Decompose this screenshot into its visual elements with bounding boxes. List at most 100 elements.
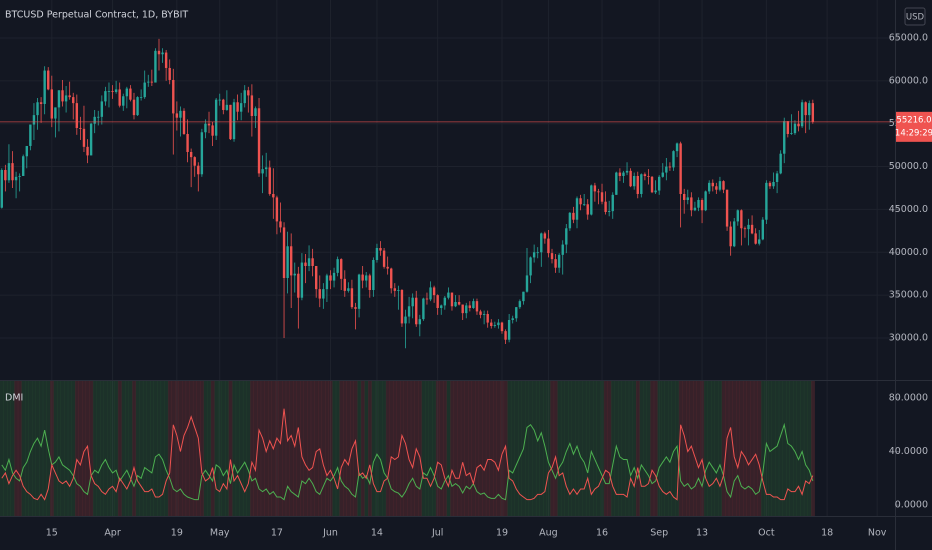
dmi-background-cell: [32, 381, 37, 516]
candle-body: [297, 273, 300, 298]
dmi-background-cell: [714, 381, 719, 516]
dmi-background-cell: [264, 381, 269, 516]
candle-body: [204, 123, 207, 133]
dmi-background-cell: [21, 381, 26, 516]
candle-body: [629, 170, 632, 187]
y-tick-label: 50000.0: [889, 161, 928, 172]
x-tick-label: Sep: [650, 528, 668, 539]
candle-body: [375, 247, 379, 260]
candle-body: [697, 199, 700, 208]
y-tick-label: 80.0000: [889, 392, 928, 403]
candle-body: [172, 79, 175, 114]
candle-body: [200, 132, 204, 175]
candle-body: [693, 207, 697, 211]
candle-body: [0, 169, 3, 208]
candle-body: [425, 298, 429, 300]
dmi-background-cell: [3, 381, 8, 516]
candle-body: [704, 191, 707, 211]
dmi-background-cell: [221, 381, 226, 516]
candle-body: [590, 185, 593, 215]
candle-body: [750, 224, 754, 234]
candle-body: [275, 197, 279, 222]
y-tick-label: 40000.0: [889, 247, 928, 258]
dmi-background-cell: [721, 381, 726, 516]
dmi-background-cell: [668, 381, 672, 516]
candle-body: [207, 123, 211, 126]
dmi-background-cell: [807, 381, 812, 516]
dmi-background-cell: [82, 381, 87, 516]
candle-body: [768, 182, 772, 187]
candle-body: [622, 172, 625, 176]
candle-body: [554, 259, 557, 268]
dmi-background-cell: [593, 381, 597, 516]
candle-body: [57, 90, 61, 108]
candle-body: [186, 133, 189, 152]
dmi-background-cell: [603, 381, 608, 516]
candle-body: [536, 252, 539, 254]
dmi-background-cell: [578, 381, 583, 516]
dmi-background-cell: [657, 381, 662, 516]
candle-body: [225, 104, 229, 110]
dmi-background-cell: [368, 381, 372, 516]
candle-body: [143, 82, 146, 98]
dmi-background-cell: [178, 381, 183, 516]
x-tick-label: 19: [171, 528, 183, 539]
candle-body: [22, 156, 25, 176]
x-tick-label: 15: [46, 528, 58, 539]
candle-body: [586, 204, 589, 215]
candle-body: [214, 99, 218, 136]
dmi-background-cell: [550, 381, 555, 516]
x-tick-label: 13: [696, 528, 708, 539]
dmi-background-cell: [242, 381, 247, 516]
candle-body: [743, 228, 747, 230]
dmi-background-cell: [743, 381, 748, 516]
candle-body: [261, 169, 264, 174]
candle-body: [29, 124, 32, 146]
dmi-background-cell: [246, 381, 251, 516]
candle-body: [104, 91, 107, 102]
dmi-background-cell: [621, 381, 626, 516]
dmi-background-cell: [757, 381, 762, 516]
dmi-background-cell: [525, 381, 530, 516]
candle-body: [733, 221, 736, 247]
candle-body: [411, 297, 414, 307]
candle-body: [461, 304, 464, 314]
candle-body: [722, 181, 725, 190]
candle-body: [264, 167, 268, 170]
dmi-background-cell: [393, 381, 397, 516]
dmi-background-cell: [232, 381, 237, 516]
candle-body: [565, 228, 568, 245]
dmi-background-cell: [421, 381, 426, 516]
candle-body: [482, 313, 486, 315]
currency-box[interactable]: [904, 7, 926, 26]
dmi-background-cell: [185, 381, 190, 516]
candle-body: [432, 287, 436, 296]
dmi-background-cell: [360, 381, 365, 516]
candle-body: [615, 172, 618, 195]
dmi-background-cell: [514, 381, 519, 516]
candle-body: [314, 265, 318, 290]
dmi-background-cell: [750, 381, 755, 516]
dmi-background-cell: [64, 381, 69, 516]
dmi-background-cell: [235, 381, 240, 516]
candle-body: [632, 175, 636, 187]
candle-body: [72, 97, 75, 104]
candle-body: [607, 211, 611, 212]
candle-body: [582, 204, 586, 206]
last-price-box: [896, 111, 932, 142]
candle-body: [222, 99, 225, 110]
dmi-background-cell: [257, 381, 262, 516]
x-tick-label: Jul: [431, 528, 443, 539]
dmi-background-cell: [67, 381, 72, 516]
candle-body: [86, 146, 89, 156]
dmi-background-cell: [135, 381, 140, 516]
dmi-background-cell: [778, 381, 783, 516]
dmi-background-cell: [764, 381, 769, 516]
candle-body: [625, 170, 629, 173]
dmi-background-cell: [671, 381, 676, 516]
dmi-background-cell: [371, 381, 376, 516]
candle-body: [390, 268, 393, 289]
candle-body: [725, 189, 729, 227]
candle-body: [675, 143, 679, 152]
dmi-background-cell: [650, 381, 655, 516]
